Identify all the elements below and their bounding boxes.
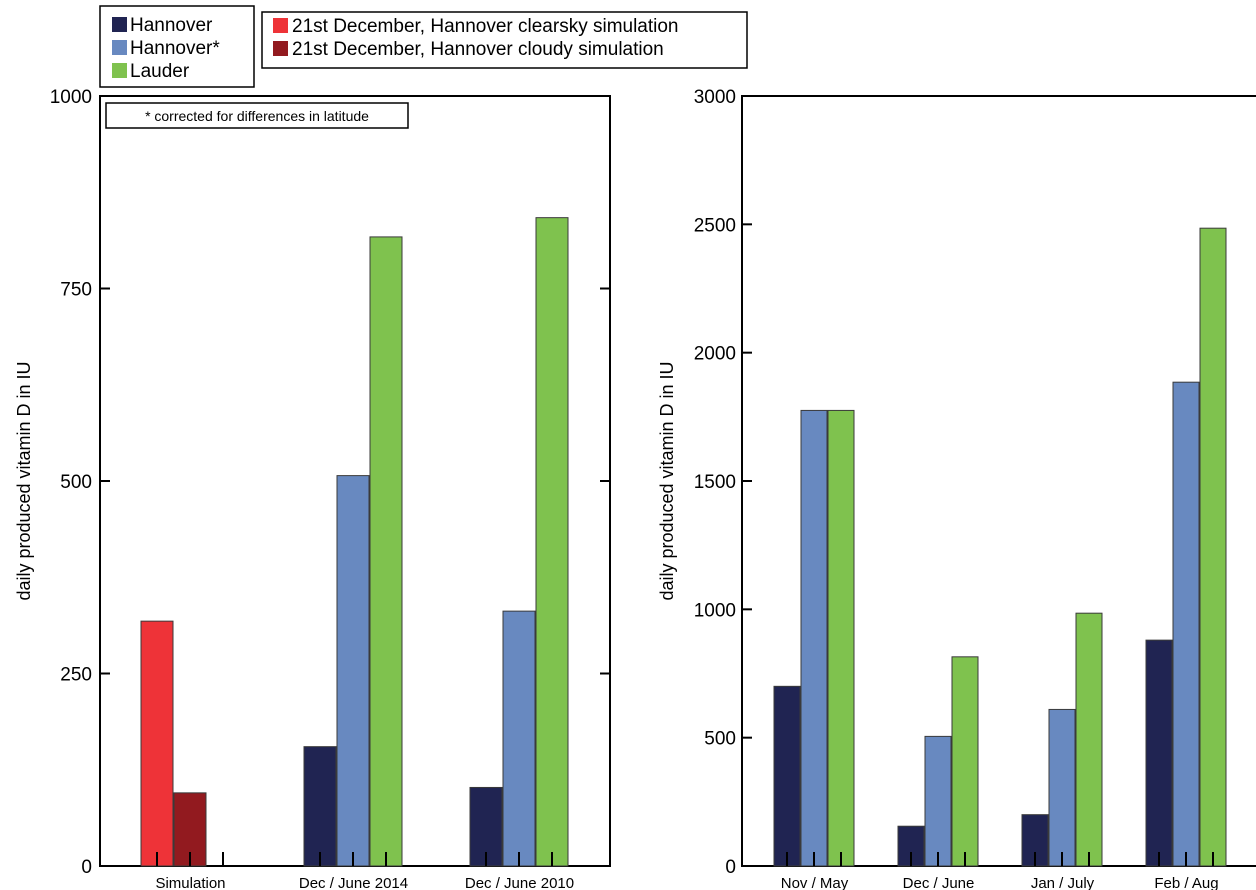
left-y-tick-label-500: 500 (60, 472, 92, 493)
right-bar-feb-aug-hannover-corrected (1172, 381, 1200, 867)
right-y-tick-label-1500: 1500 (694, 472, 736, 493)
legend-simulation: 21st December, Hannover clearsky simulat… (261, 11, 748, 69)
right-y-tick-label-500: 500 (704, 729, 736, 750)
right-bar-feb-aug-hannover (1145, 639, 1173, 867)
legend-swatch-hannover (112, 17, 127, 32)
right-y-tick-label-2000: 2000 (694, 344, 736, 365)
left-y-tick-label-1000: 1000 (50, 87, 92, 108)
right-y-tick-label-3000: 3000 (694, 87, 736, 108)
left-bar-dec-june-2010-hannover-corrected (502, 610, 536, 867)
left-annotation: * corrected for differences in latitude (105, 102, 409, 129)
right-bar-nov-may-hannover (773, 685, 801, 867)
right-x-label-jan-july: Jan / July (1031, 875, 1095, 890)
right-x-label-dec-june: Dec / June (903, 875, 975, 890)
right-bar-jan-july-lauder (1075, 612, 1103, 867)
legend-series: Hannover Hannover* Lauder (99, 5, 255, 88)
right-y-tick-label-1000: 1000 (694, 600, 736, 621)
legend-label-cloudy: 21st December, Hannover cloudy simulatio… (292, 39, 664, 60)
right-bar-jan-july-hannover-corrected (1048, 708, 1076, 867)
right-bar-dec-june-hannover-corrected (924, 735, 952, 867)
right-bar-feb-aug-lauder (1199, 227, 1227, 867)
legend-label-hannover-corrected: Hannover* (130, 38, 220, 59)
left-bars (140, 217, 569, 867)
left-x-label-dec-june-2010: Dec / June 2010 (465, 875, 574, 890)
legend-swatch-hannover-corrected (112, 40, 127, 55)
left-y-axis-title: daily produced vitamin D in IU (14, 361, 34, 600)
left-x-labels: Simulation Dec / June 2014 Dec / June 2010 (155, 852, 574, 890)
right-bar-nov-may-hannover-corrected (800, 409, 828, 867)
left-bar-dec-june-2014-hannover-corrected (336, 475, 370, 867)
left-y-tick-label-750: 750 (60, 280, 92, 301)
annotation-box (105, 102, 409, 129)
legend-swatch-lauder (112, 63, 127, 78)
left-x-label-dec-june-2014: Dec / June 2014 (299, 875, 408, 890)
right-x-labels: Nov / May Dec / June Jan / July Feb / Aug (781, 852, 1219, 890)
right-y-axis-title: daily produced vitamin D in IU (657, 361, 677, 600)
left-y-tick-label-250: 250 (60, 665, 92, 686)
left-bar-dec-june-2014-hannover (303, 746, 337, 867)
legend-label-clearsky: 21st December, Hannover clearsky simulat… (292, 16, 679, 37)
right-x-label-feb-aug: Feb / Aug (1154, 875, 1218, 890)
legend-label-lauder: Lauder (130, 61, 190, 82)
left-bar-dec-june-2014-lauder (369, 236, 403, 867)
right-y-ticks: 0 500 1000 1500 2000 2500 3000 (694, 87, 752, 878)
annotation-text: * corrected for differences in latitude (145, 108, 369, 124)
left-bar-dec-june-2010-lauder (535, 217, 569, 867)
left-bar-simulation-21st-december-hannover-clearsky-simulation (140, 620, 174, 867)
right-bar-dec-june-lauder (951, 656, 979, 867)
right-y-tick-label-2500: 2500 (694, 215, 736, 236)
right-bar-nov-may-lauder (827, 409, 855, 867)
left-x-label-simulation: Simulation (155, 875, 225, 890)
right-x-label-nov-may: Nov / May (781, 875, 849, 890)
right-bars (773, 227, 1227, 867)
right-y-tick-label-0: 0 (725, 857, 736, 878)
legend-label-hannover: Hannover (130, 15, 213, 36)
left-y-tick-label-0: 0 (81, 857, 92, 878)
left-y-ticks: 0 250 500 750 1000 (50, 87, 610, 878)
legend-swatch-clearsky (273, 18, 288, 33)
legend-simulation-box (261, 11, 748, 69)
legend-swatch-cloudy (273, 41, 288, 56)
